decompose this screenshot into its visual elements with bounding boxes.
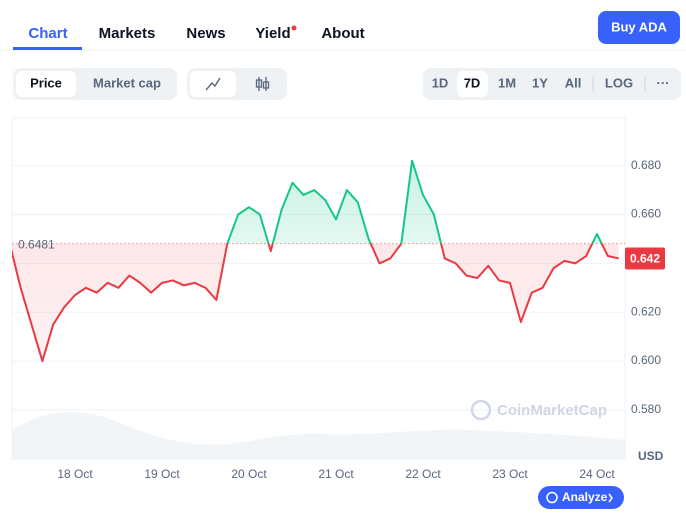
tab[interactable]: Yield — [255, 25, 290, 42]
x-tick-label: 21 Oct — [318, 467, 354, 481]
x-tick-label: 24 Oct — [579, 467, 615, 481]
volume-backdrop — [12, 412, 625, 460]
x-tick-label: 18 Oct — [57, 467, 93, 481]
metric-active — [16, 71, 76, 97]
watermark: CoinMarketCap — [497, 402, 607, 419]
metric-option[interactable]: Market cap — [93, 75, 161, 90]
more-button[interactable]: ··· — [657, 75, 670, 90]
plot — [12, 159, 625, 363]
buy-button[interactable] — [598, 11, 680, 44]
x-tick-label: 20 Oct — [231, 467, 267, 481]
range-option[interactable]: LOG — [605, 75, 633, 90]
x-tick-label: 22 Oct — [405, 467, 441, 481]
tab[interactable]: News — [186, 25, 225, 42]
y-tick-label: 0.620 — [631, 304, 661, 318]
analyze-icon — [546, 491, 558, 504]
range-option[interactable]: 1Y — [532, 75, 548, 90]
price-tag — [625, 247, 665, 270]
active-tab-underline — [13, 47, 82, 50]
x-tick-label: 23 Oct — [492, 467, 528, 481]
tab[interactable]: Chart — [28, 25, 67, 42]
y-tick-label: 0.660 — [631, 207, 661, 221]
y-tick-label: 0.680 — [631, 158, 661, 172]
y-tick-label: 0.580 — [631, 402, 661, 416]
price-line — [12, 159, 619, 363]
x-tick-label: 19 Oct — [144, 467, 180, 481]
tab[interactable]: About — [321, 25, 364, 42]
tab[interactable]: Markets — [99, 25, 156, 42]
range-option[interactable]: 7D — [464, 75, 481, 90]
area-fill — [12, 160, 619, 362]
unit-label: USD — [638, 449, 664, 463]
buy-button-label[interactable]: Buy ADA — [611, 19, 667, 34]
watermark-logo — [470, 399, 492, 421]
price-tag-label: 0.642 — [630, 252, 660, 266]
metric-option[interactable]: Price — [30, 75, 62, 90]
range-active — [457, 71, 488, 97]
y-tick-label: 0.600 — [631, 353, 661, 367]
range-option[interactable]: All — [565, 75, 582, 90]
line-icon — [205, 77, 221, 91]
range-option[interactable]: 1D — [432, 75, 449, 90]
analyze-label[interactable]: Analyze — [562, 490, 608, 504]
reference-label: 0.6481 — [18, 238, 55, 252]
range-option[interactable]: 1M — [498, 75, 516, 90]
candle-icon[interactable] — [255, 77, 270, 91]
analyze-button[interactable] — [538, 486, 624, 509]
analyze-chevron — [608, 493, 613, 503]
notification-dot — [291, 25, 297, 31]
